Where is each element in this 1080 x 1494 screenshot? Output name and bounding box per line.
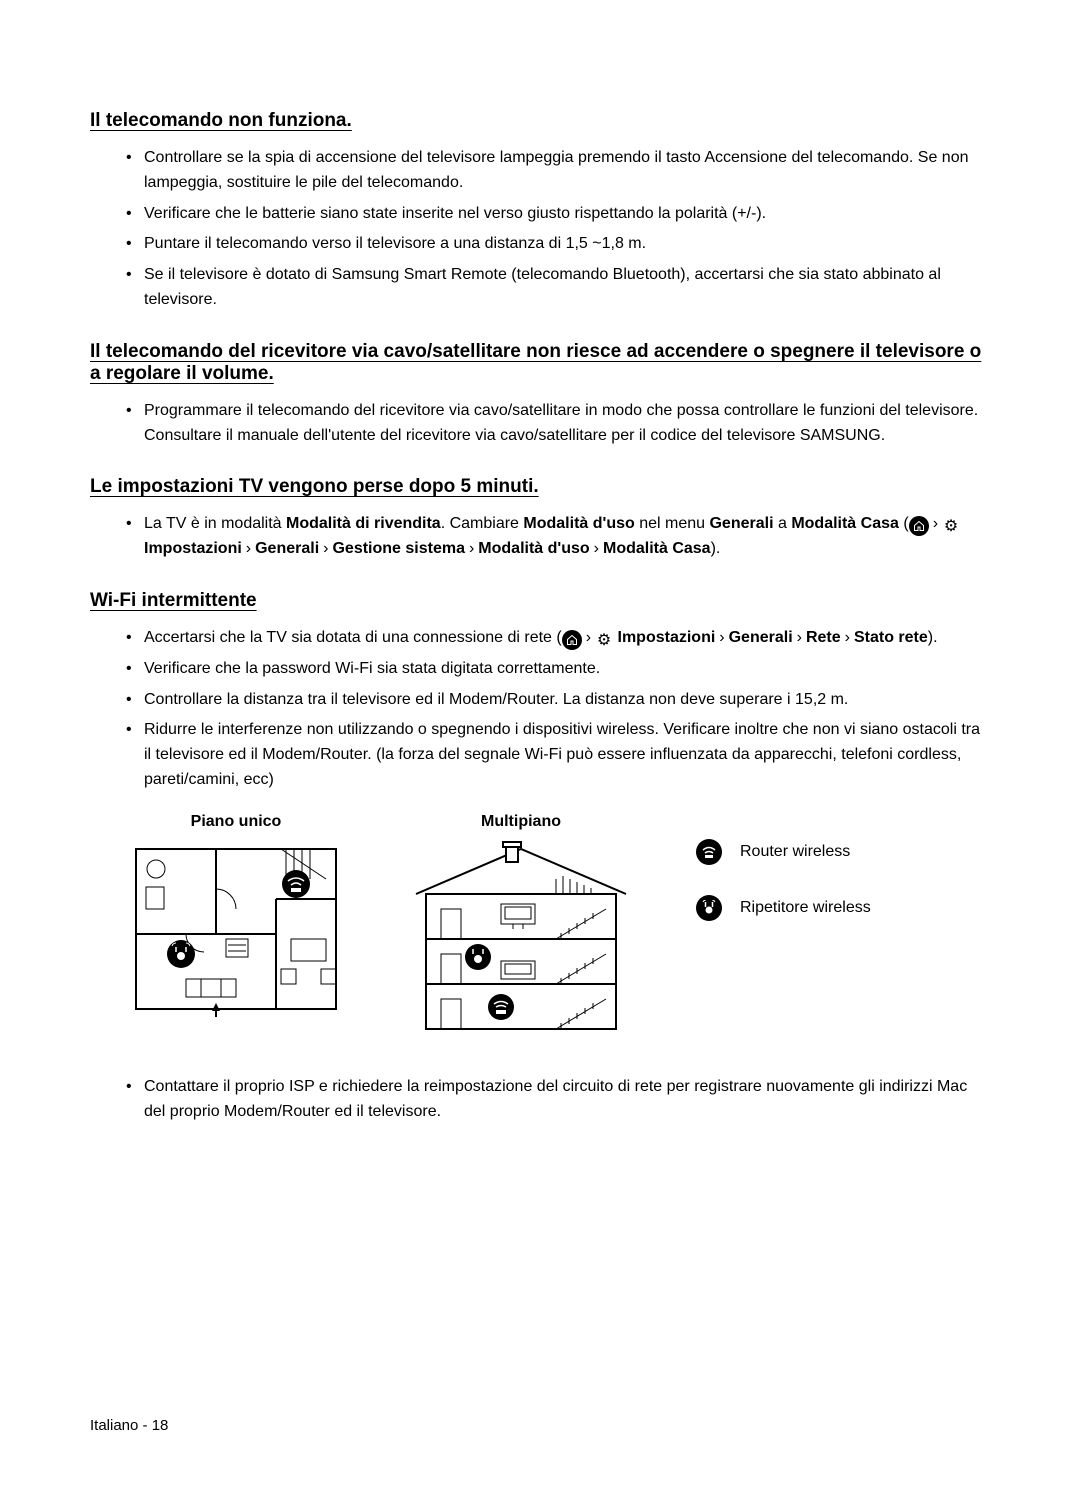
text-bold: Generali	[729, 629, 793, 646]
text-bold: Modalità Casa	[603, 540, 711, 557]
section-title-wifi: Wi-Fi intermittente	[90, 590, 990, 612]
section-title-remote: Il telecomando non funziona.	[90, 110, 990, 132]
text: La TV è in modalità	[144, 515, 286, 532]
text: a	[774, 515, 792, 532]
text: Accertarsi che la TV sia dotata di una c…	[144, 629, 562, 646]
chevron-icon: ›	[933, 515, 938, 532]
diagram-single-floor: Piano unico	[126, 813, 346, 1019]
gear-icon: ⚙	[595, 632, 613, 650]
diagram-row: Piano unico	[126, 813, 990, 1039]
text-bold: Gestione sistema	[332, 540, 465, 557]
page-root: Il telecomando non funziona. Controllare…	[0, 0, 1080, 1494]
text-bold: Impostazioni	[144, 540, 242, 557]
legend-label: Router wireless	[740, 843, 850, 861]
diagram-title: Multipiano	[406, 813, 636, 831]
text: (	[899, 515, 909, 532]
diagram-title: Piano unico	[126, 813, 346, 831]
bullet-list-settings: La TV è in modalità Modalità di rivendit…	[90, 512, 990, 562]
text: nel menu	[635, 515, 710, 532]
chevron-icon: ›	[586, 629, 591, 646]
text: ).	[711, 540, 721, 557]
diagram-multi-floor: Multipiano	[406, 813, 636, 1039]
legend-label: Ripetitore wireless	[740, 899, 871, 917]
repeater-icon	[696, 895, 722, 921]
text-bold: Modalità d'uso	[478, 540, 589, 557]
bullet: Controllare la distanza tra il televisor…	[126, 688, 990, 713]
chevron-icon: ›	[323, 540, 328, 557]
chevron-icon: ›	[469, 540, 474, 557]
router-icon	[696, 839, 722, 865]
text-bold: Rete	[806, 629, 841, 646]
house-multi-icon	[406, 839, 636, 1039]
section-title-cable: Il telecomando del ricevitore via cavo/s…	[90, 341, 990, 385]
bullet: Accertarsi che la TV sia dotata di una c…	[126, 626, 990, 651]
bullet: Controllare se la spia di accensione del…	[126, 146, 990, 196]
home-icon	[562, 630, 582, 650]
page-footer: Italiano - 18	[90, 1417, 168, 1434]
bullet-list-remote: Controllare se la spia di accensione del…	[90, 146, 990, 313]
bullet: La TV è in modalità Modalità di rivendit…	[126, 512, 990, 562]
chevron-icon: ›	[845, 629, 850, 646]
legend-router: Router wireless	[696, 839, 871, 865]
bullet: Se il televisore è dotato di Samsung Sma…	[126, 263, 990, 313]
bullet: Verificare che le batterie siano state i…	[126, 202, 990, 227]
home-icon	[909, 516, 929, 536]
section-title-settings-lost: Le impostazioni TV vengono perse dopo 5 …	[90, 476, 990, 498]
bullet: Puntare il telecomando verso il televiso…	[126, 232, 990, 257]
bullet: Contattare il proprio ISP e richiedere l…	[126, 1075, 990, 1125]
chevron-icon: ›	[719, 629, 724, 646]
chevron-icon: ›	[246, 540, 251, 557]
bullet-list-wifi-2: Contattare il proprio ISP e richiedere l…	[90, 1075, 990, 1125]
chevron-icon: ›	[797, 629, 802, 646]
text-bold: Modalità d'uso	[523, 515, 634, 532]
gear-icon: ⚙	[942, 519, 960, 537]
text-bold: Modalità di rivendita	[286, 515, 441, 532]
bullet: Ridurre le interferenze non utilizzando …	[126, 718, 990, 792]
legend-repeater: Ripetitore wireless	[696, 895, 871, 921]
text-bold: Impostazioni	[618, 629, 716, 646]
chevron-icon: ›	[594, 540, 599, 557]
diagram-legend: Router wireless Ripetitore wireless	[696, 813, 871, 921]
bullet: Verificare che la password Wi-Fi sia sta…	[126, 657, 990, 682]
bullet: Programmare il telecomando del ricevitor…	[126, 399, 990, 449]
bullet-list-wifi: Accertarsi che la TV sia dotata di una c…	[90, 626, 990, 793]
text-bold: Stato rete	[854, 629, 928, 646]
text-bold: Generali	[255, 540, 319, 557]
floorplan-single-icon	[126, 839, 346, 1019]
text: . Cambiare	[441, 515, 524, 532]
text: ).	[928, 629, 938, 646]
text-bold: Modalità Casa	[791, 515, 899, 532]
text-bold: Generali	[709, 515, 773, 532]
bullet-list-cable: Programmare il telecomando del ricevitor…	[90, 399, 990, 449]
